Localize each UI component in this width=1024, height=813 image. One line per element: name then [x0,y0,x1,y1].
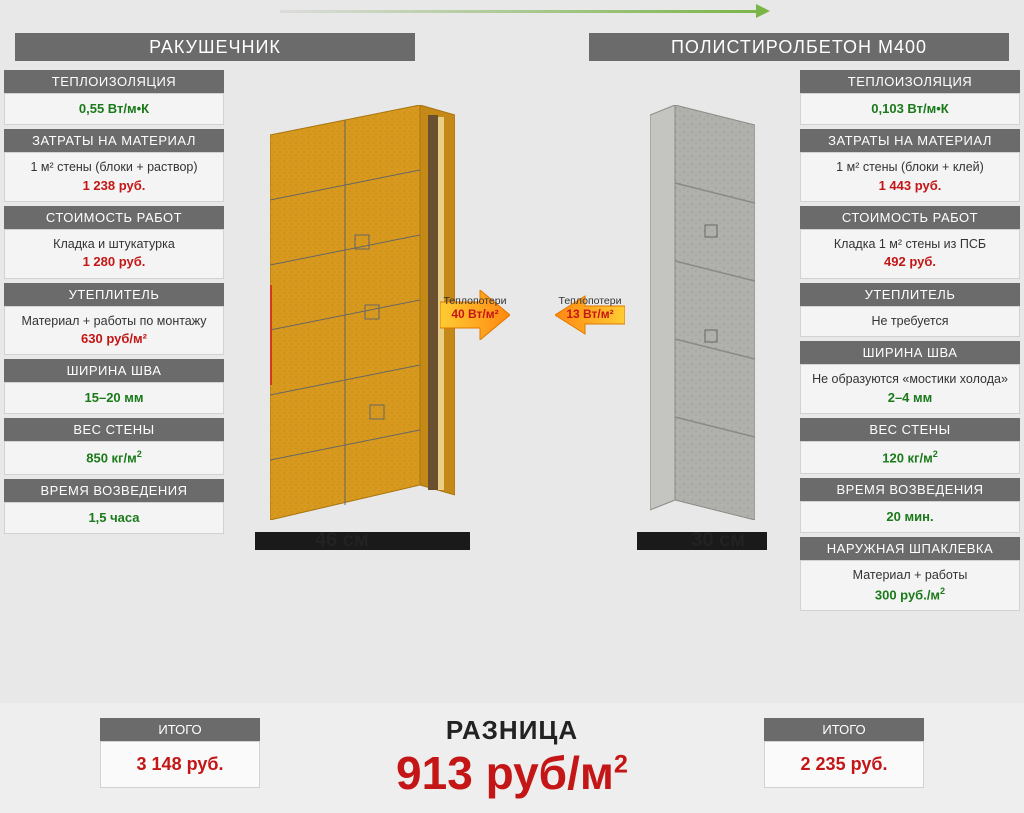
spec-header: ЗАТРАТЫ НА МАТЕРИАЛ [4,129,224,152]
spec-desc: Не требуется [805,313,1015,331]
title-left: РАКУШЕЧНИК [15,33,415,61]
spec-body: Не требуется [800,306,1020,338]
spec-right-3: УТЕПЛИТЕЛЬ Не требуется [800,283,1020,338]
spec-value: 2–4 мм [805,389,1015,407]
spec-value: 120 кг/м2 [805,448,1015,468]
spec-body: 1,5 часа [4,502,224,534]
spec-right-2: СТОИМОСТЬ РАБОТКладка 1 м² стены из ПСБ4… [800,206,1020,279]
spec-desc: Кладка 1 м² стены из ПСБ [805,236,1015,254]
spec-header: СТОИМОСТЬ РАБОТ [4,206,224,229]
spec-header: ТЕПЛОИЗОЛЯЦИЯ [800,70,1020,93]
spec-left-4: ШИРИНА ШВА 15–20 мм [4,359,224,414]
spec-price: 1 238 руб. [9,177,219,195]
spec-desc: Материал + работы [805,567,1015,585]
spec-desc: 1 м² стены (блоки + раствор) [9,159,219,177]
specs-column-left: ТЕПЛОИЗОЛЯЦИЯ 0,55 Вт/м•К ЗАТРАТЫ НА МАТЕР… [4,70,224,538]
specs-column-right: ТЕПЛОИЗОЛЯЦИЯ 0,103 Вт/м•К ЗАТРАТЫ НА МАТЕ… [800,70,1020,615]
spec-body: 120 кг/м2 [800,441,1020,475]
wall-right-illustration [650,105,755,520]
spec-body: 1 м² стены (блоки + клей)1 443 руб. [800,152,1020,202]
wall-diagram: 46 см 30 см Теплопотери 40 Вт/м² Теплопо… [235,80,795,550]
spec-header: ВЕС СТЕНЫ [4,418,224,441]
spec-desc: Материал + работы по монтажу [9,313,219,331]
spec-body: Кладка 1 м² стены из ПСБ492 руб. [800,229,1020,279]
spec-right-4: ШИРИНА ШВАНе образуются «мостики холода»… [800,341,1020,414]
spec-body: 0,55 Вт/м•К [4,93,224,125]
spec-header: УТЕПЛИТЕЛЬ [4,283,224,306]
total-right: ИТОГО 2 235 руб. [764,718,924,788]
spec-value: 20 мин. [805,508,1015,526]
spec-left-5: ВЕС СТЕНЫ 850 кг/м2 [4,418,224,475]
spec-value: 1,5 часа [9,509,219,527]
heat-label-right: Теплопотери 13 Вт/м² [550,295,630,321]
spec-value: 0,55 Вт/м•К [9,100,219,118]
spec-header: ВРЕМЯ ВОЗВЕДЕНИЯ [800,478,1020,501]
spec-body: 20 мин. [800,501,1020,533]
spec-left-3: УТЕПЛИТЕЛЬМатериал + работы по монтажу63… [4,283,224,356]
spec-left-1: ЗАТРАТЫ НА МАТЕРИАЛ1 м² стены (блоки + р… [4,129,224,202]
wall-left-illustration [270,105,455,520]
spec-value: 300 руб./м2 [805,585,1015,605]
spec-price: 492 руб. [805,253,1015,271]
spec-header: ШИРИНА ШВА [4,359,224,382]
spec-right-7: НАРУЖНАЯ ШПАКЛЕВКАМатериал + работы300 р… [800,537,1020,611]
heat-label-left: Теплопотери 40 Вт/м² [435,295,515,321]
spec-value: 0,103 Вт/м•К [805,100,1015,118]
spec-body: 15–20 мм [4,382,224,414]
width-label-right: 30 см [691,529,745,552]
spec-header: НАРУЖНАЯ ШПАКЛЕВКА [800,537,1020,560]
spec-header: ВЕС СТЕНЫ [800,418,1020,441]
spec-price: 630 руб/м² [9,330,219,348]
spec-body: 850 кг/м2 [4,441,224,475]
spec-header: ВРЕМЯ ВОЗВЕДЕНИЯ [4,479,224,502]
spec-right-1: ЗАТРАТЫ НА МАТЕРИАЛ1 м² стены (блоки + к… [800,129,1020,202]
spec-value: 15–20 мм [9,389,219,407]
direction-arrow [280,10,760,13]
spec-right-6: ВРЕМЯ ВОЗВЕДЕНИЯ 20 мин. [800,478,1020,533]
spec-desc: 1 м² стены (блоки + клей) [805,159,1015,177]
spec-desc: Не образуются «мостики холода» [805,371,1015,389]
spec-right-0: ТЕПЛОИЗОЛЯЦИЯ 0,103 Вт/м•К [800,70,1020,125]
spec-body: Не образуются «мостики холода»2–4 мм [800,364,1020,414]
spec-value: 850 кг/м2 [9,448,219,468]
total-right-header: ИТОГО [764,718,924,741]
spec-header: ТЕПЛОИЗОЛЯЦИЯ [4,70,224,93]
spec-left-0: ТЕПЛОИЗОЛЯЦИЯ 0,55 Вт/м•К [4,70,224,125]
spec-right-5: ВЕС СТЕНЫ 120 кг/м2 [800,418,1020,475]
bottom-summary: ИТОГО 3 148 руб. РАЗНИЦА 913 руб/м2 ИТОГ… [0,703,1024,813]
title-right: ПОЛИСТИРОЛБЕТОН М400 [589,33,1009,61]
spec-body: Кладка и штукатурка1 280 руб. [4,229,224,279]
spec-body: Материал + работы300 руб./м2 [800,560,1020,611]
spec-price: 1 443 руб. [805,177,1015,195]
width-label-left: 46 см [315,529,369,552]
total-right-value: 2 235 руб. [764,741,924,788]
spec-header: УТЕПЛИТЕЛЬ [800,283,1020,306]
spec-left-6: ВРЕМЯ ВОЗВЕДЕНИЯ 1,5 часа [4,479,224,534]
spec-body: Материал + работы по монтажу630 руб/м² [4,306,224,356]
spec-body: 1 м² стены (блоки + раствор)1 238 руб. [4,152,224,202]
spec-header: ЗАТРАТЫ НА МАТЕРИАЛ [800,129,1020,152]
spec-desc: Кладка и штукатурка [9,236,219,254]
spec-header: СТОИМОСТЬ РАБОТ [800,206,1020,229]
spec-price: 1 280 руб. [9,253,219,271]
spec-header: ШИРИНА ШВА [800,341,1020,364]
spec-body: 0,103 Вт/м•К [800,93,1020,125]
spec-left-2: СТОИМОСТЬ РАБОТКладка и штукатурка1 280 … [4,206,224,279]
